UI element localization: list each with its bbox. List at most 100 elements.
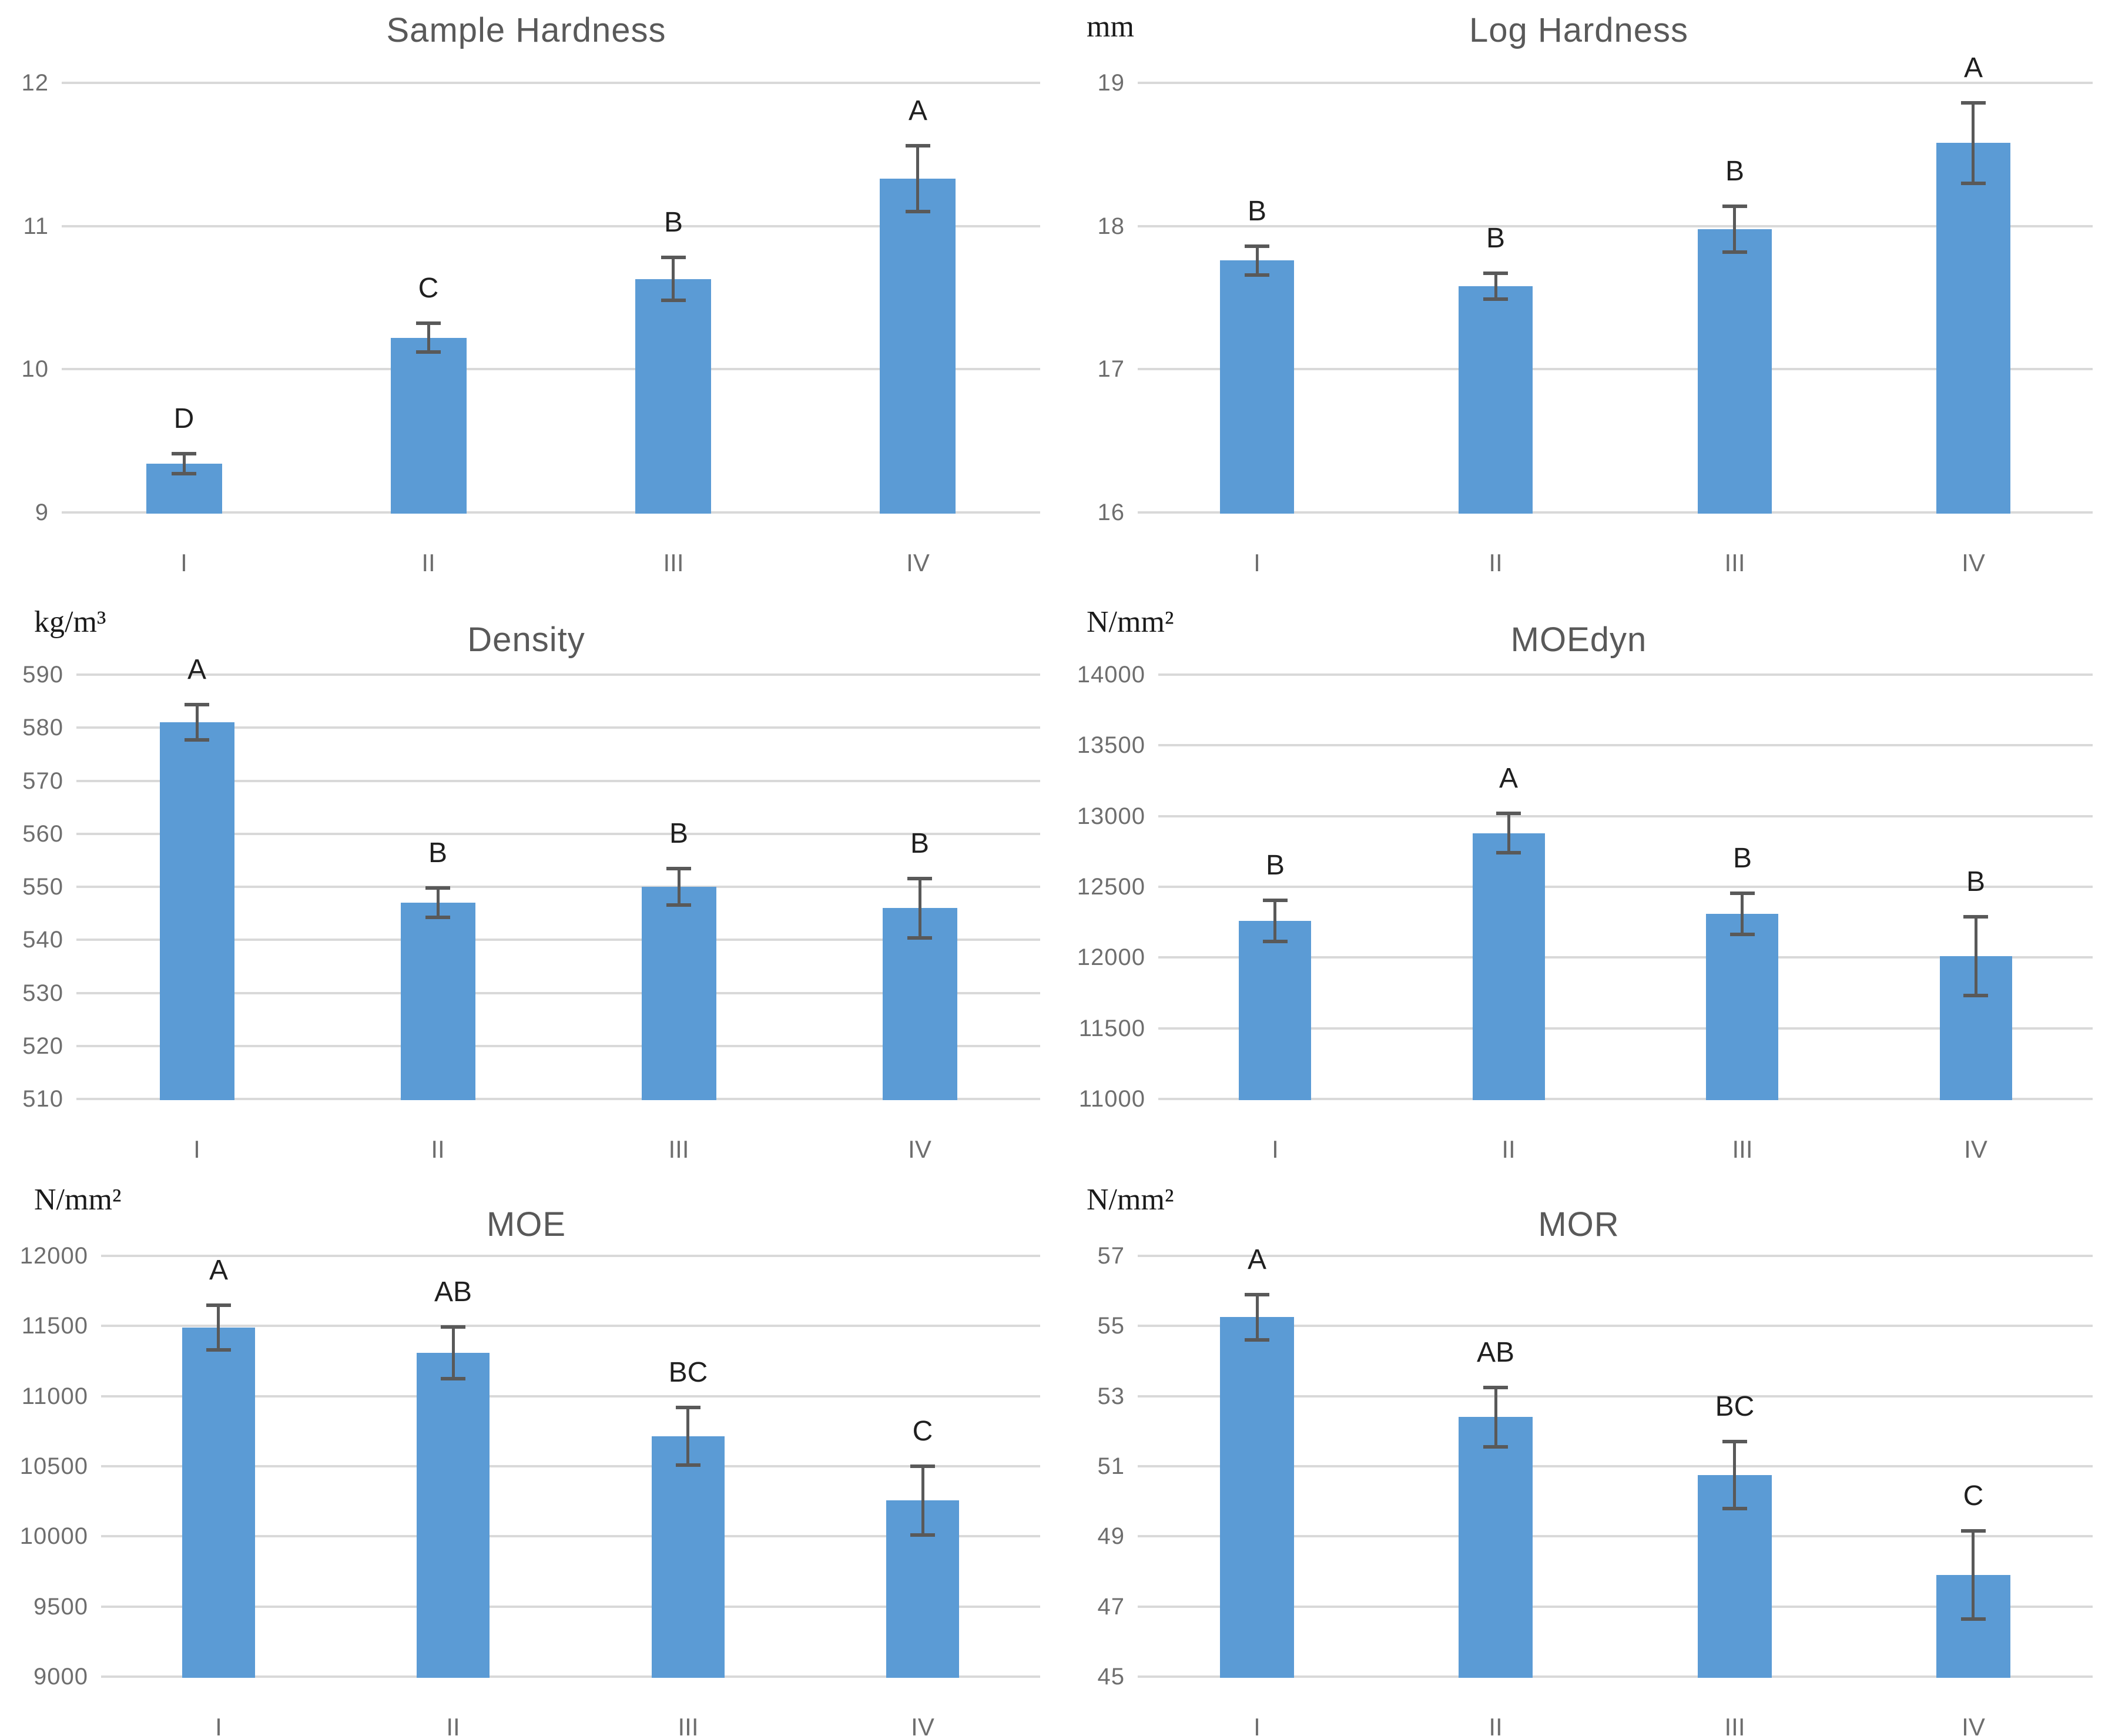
error-bar-bottom-cap (441, 1377, 465, 1380)
error-bar-top-cap (185, 703, 209, 706)
gridline (62, 224, 1040, 227)
error-bar-line (183, 454, 186, 474)
error-bar-bottom-cap (1961, 1617, 1986, 1621)
error-bar-top-cap (172, 452, 196, 455)
y-axis-tick-label: 10 (21, 356, 49, 383)
chart-sample-hardness: Sample Hardness 9 10 11 12 D I C II B III A IV (0, 0, 1052, 579)
error-bar-line (919, 879, 921, 938)
chart-title: MOR (1538, 1205, 1620, 1244)
y-axis-tick-label: 12 (21, 70, 49, 96)
error-bar-top-cap (1496, 812, 1521, 815)
gridline (1158, 673, 2093, 676)
y-axis-tick-label: 11500 (21, 1313, 88, 1339)
y-axis-tick-label: 17 (1097, 356, 1125, 383)
error-bar-top-cap (1961, 1529, 1986, 1533)
plot-area: 16 17 18 19 B I B II B III A IV (1052, 0, 2105, 579)
bar-I (160, 722, 234, 1100)
x-axis-category-label: III (1732, 1135, 1753, 1158)
error-bar-bottom-cap (1722, 1507, 1747, 1510)
significance-letter: B (1247, 196, 1266, 227)
significance-letter: D (173, 403, 195, 434)
error-bar-line (452, 1327, 455, 1379)
y-axis-tick-label: 53 (1097, 1383, 1125, 1409)
error-bar-line (1733, 206, 1736, 252)
x-axis-category-label: III (678, 1713, 699, 1736)
chart-mor: N/mm² MOR 45 47 49 51 53 55 57 A I AB II BC III C IV (1052, 1158, 2105, 1736)
y-axis-tick-label: 18 (1097, 213, 1125, 239)
error-bar-bottom-cap (1245, 273, 1269, 277)
error-bar-bottom-cap (1961, 182, 1986, 185)
error-bar-bottom-cap (206, 1348, 231, 1352)
x-axis-category-label: III (1724, 1713, 1745, 1736)
gridline (101, 1325, 1040, 1328)
chart-title: Sample Hardness (386, 11, 666, 49)
y-axis-tick-label: 16 (1097, 500, 1125, 525)
chart-title: MOE (486, 1205, 567, 1244)
significance-letter: C (1963, 1480, 1984, 1512)
error-bar-line (1972, 1531, 1975, 1618)
error-bar-line (916, 146, 919, 212)
significance-letter: A (209, 1255, 228, 1286)
error-bar-top-cap (661, 256, 686, 259)
bar-III (1698, 229, 1772, 514)
y-axis-tick-label: 9000 (33, 1664, 88, 1690)
error-bar-line (1741, 893, 1744, 934)
chart-title: Log Hardness (1469, 11, 1689, 49)
significance-letter: A (1499, 763, 1518, 794)
error-bar-top-cap (1263, 899, 1288, 902)
error-bar-bottom-cap (910, 1533, 935, 1537)
error-bar-top-cap (676, 1406, 700, 1409)
error-bar-line (427, 323, 430, 352)
gridline (1138, 82, 2093, 84)
error-bar-top-cap (906, 144, 930, 148)
x-axis-category-label: II (431, 1135, 445, 1158)
bar-III (1706, 914, 1778, 1100)
x-axis-category-label: III (1724, 549, 1745, 577)
significance-letter: B (1486, 223, 1505, 254)
y-axis-tick-label: 560 (22, 820, 63, 847)
significance-letter: B (1725, 156, 1744, 187)
chart-title: MOEdyn (1510, 621, 1647, 659)
gridline (1158, 1098, 2093, 1100)
error-bar-line (921, 1466, 924, 1535)
y-axis-unit-label: N/mm² (1087, 1183, 1174, 1216)
significance-letter: B (1966, 866, 1985, 897)
gridline (1138, 1395, 2093, 1397)
x-axis-category-label: II (1489, 1713, 1503, 1736)
gridline (76, 673, 1040, 676)
y-axis-tick-label: 10000 (19, 1523, 88, 1550)
error-bar-top-cap (1730, 892, 1755, 895)
x-axis-category-label: III (668, 1135, 689, 1158)
x-axis-category-label: II (421, 549, 435, 577)
bar-IV (883, 908, 957, 1100)
bar-II (417, 1353, 490, 1678)
bar-I (1220, 1317, 1294, 1678)
significance-letter: B (663, 207, 683, 238)
gridline (1138, 368, 2093, 371)
significance-letter: BC (668, 1357, 708, 1388)
plot-area: 510 520 530 540 550 560 570 580 590 A I B II B III B IV (0, 579, 1052, 1158)
x-axis-category-label: IV (1964, 1135, 1987, 1158)
error-bar-line (1733, 1442, 1736, 1508)
x-axis-category-label: IV (911, 1713, 934, 1736)
y-axis-tick-label: 550 (22, 874, 63, 900)
y-axis-unit-label: mm (1087, 10, 1134, 43)
error-bar-bottom-cap (676, 1463, 700, 1467)
error-bar-top-cap (1722, 1440, 1747, 1443)
error-bar-line (437, 888, 440, 918)
bar-I (1239, 921, 1311, 1100)
error-bar-bottom-cap (172, 472, 196, 475)
y-axis-tick-label: 520 (22, 1033, 63, 1059)
error-bar-top-cap (907, 877, 932, 880)
gridline (101, 1255, 1040, 1257)
gridline (1158, 1027, 2093, 1030)
error-bar-top-cap (1963, 915, 1988, 919)
error-bar-top-cap (416, 321, 441, 325)
gridline (76, 886, 1040, 888)
y-axis-tick-label: 12500 (1077, 874, 1145, 900)
error-bar-bottom-cap (1730, 933, 1755, 936)
gridline (76, 779, 1040, 782)
y-axis-tick-label: 13500 (1077, 732, 1145, 759)
bar-I (1220, 260, 1294, 514)
